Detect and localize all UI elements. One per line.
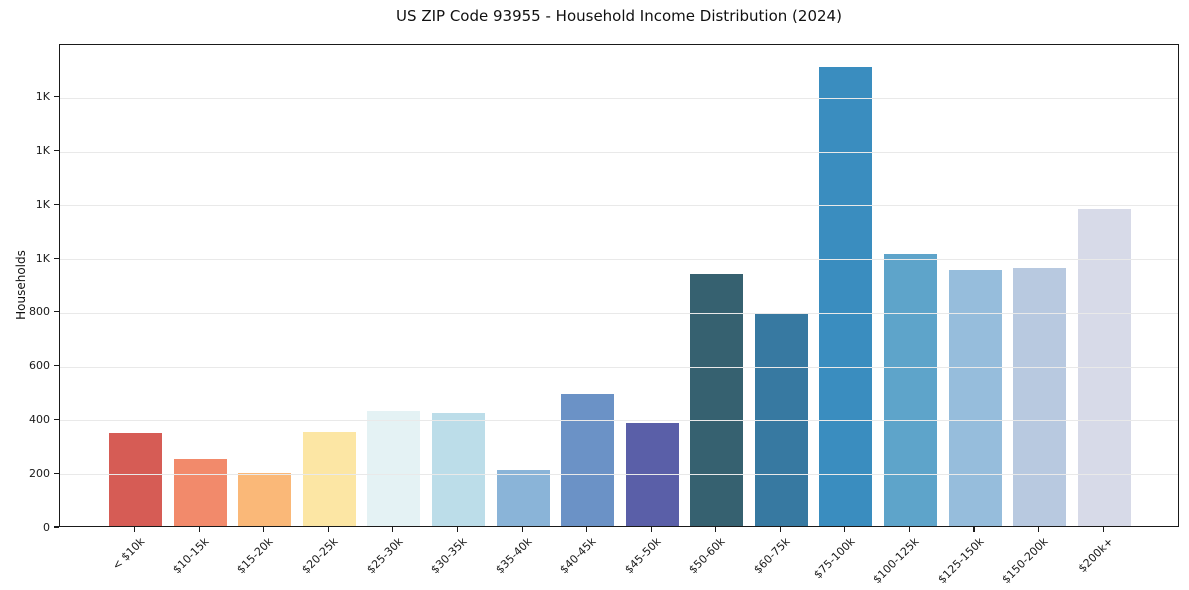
- y-tick-label: 600: [29, 359, 50, 373]
- y-tick-label: 1K: [35, 251, 50, 265]
- x-tick-mark: [586, 527, 588, 532]
- y-tick-mark: [54, 149, 59, 152]
- chart-title: US ZIP Code 93955 - Household Income Dis…: [396, 7, 842, 25]
- gridline: [60, 366, 1178, 368]
- y-tick-label: 400: [29, 412, 50, 426]
- x-tick-label: $50-60k: [686, 535, 728, 577]
- y-tick-label: 800: [29, 305, 50, 319]
- bar-13: [883, 253, 937, 526]
- x-tick-mark: [973, 527, 975, 532]
- y-tick-mark: [54, 418, 59, 420]
- gridline: [60, 474, 1178, 476]
- x-tick-label: $15-20k: [234, 535, 277, 577]
- gridline: [60, 259, 1178, 261]
- y-tick-mark: [54, 526, 59, 528]
- bar-10: [690, 274, 744, 526]
- y-tick-mark: [54, 472, 59, 474]
- bar-2: [173, 458, 227, 526]
- x-tick-label: < $10k: [109, 535, 147, 573]
- y-tick-mark: [54, 311, 59, 313]
- y-tick-label: 1K: [35, 197, 50, 211]
- x-tick-label: $30-35k: [428, 535, 470, 577]
- x-tick-mark: [779, 527, 781, 532]
- plot-area: [59, 44, 1179, 527]
- x-tick-mark: [650, 527, 652, 532]
- x-tick-mark: [715, 527, 717, 532]
- x-tick-mark: [908, 527, 910, 532]
- x-tick-mark: [1037, 527, 1040, 532]
- bar-3: [238, 473, 292, 526]
- x-tick-label: $10-15k: [170, 535, 212, 577]
- gridline: [60, 312, 1178, 314]
- x-tick-mark: [263, 527, 265, 532]
- x-tick-label: $150-200k: [999, 535, 1051, 587]
- x-tick-label: $100-125k: [870, 535, 922, 587]
- y-tick-mark: [54, 257, 59, 259]
- y-tick-mark: [54, 96, 59, 98]
- bar-1: [109, 433, 163, 526]
- x-tick-mark: [198, 527, 200, 532]
- bar-5: [367, 411, 421, 526]
- bar-4: [302, 432, 356, 526]
- x-tick-label: $20-25k: [299, 535, 341, 577]
- x-tick-label: $75-100k: [810, 535, 858, 582]
- bar-12: [819, 66, 873, 526]
- x-tick-mark: [521, 527, 523, 532]
- x-tick-label: $60-75k: [751, 535, 793, 577]
- bar-11: [754, 313, 808, 526]
- bar-8: [561, 393, 615, 526]
- x-tick-mark: [1102, 527, 1104, 532]
- x-tick-label: $45-50k: [622, 535, 664, 577]
- y-tick-mark: [54, 365, 59, 367]
- y-tick-label: 1K: [35, 144, 50, 157]
- y-tick-label: 200: [29, 466, 50, 480]
- bar-6: [432, 412, 485, 526]
- x-tick-label: $40-45k: [557, 535, 599, 577]
- gridline: [60, 97, 1178, 99]
- y-tick-label: 1K: [35, 90, 50, 104]
- x-tick-label: $125-150k: [935, 535, 987, 587]
- x-tick-mark: [844, 527, 846, 532]
- gridline: [60, 151, 1178, 153]
- bar-7: [496, 470, 550, 526]
- bar-14: [948, 270, 1002, 526]
- y-tick-label: 0: [43, 520, 50, 534]
- gridline: [60, 205, 1178, 207]
- x-tick-mark: [327, 527, 329, 532]
- x-tick-mark: [456, 527, 459, 532]
- x-tick-mark: [392, 527, 394, 532]
- x-tick-label: $200k+: [1075, 535, 1116, 576]
- gridline: [60, 420, 1178, 422]
- x-tick-label: $35-40k: [493, 535, 535, 577]
- bar-15: [1013, 268, 1066, 526]
- x-tick-mark: [134, 527, 136, 532]
- x-tick-label: $25-30k: [363, 535, 406, 577]
- y-tick-mark: [54, 203, 59, 205]
